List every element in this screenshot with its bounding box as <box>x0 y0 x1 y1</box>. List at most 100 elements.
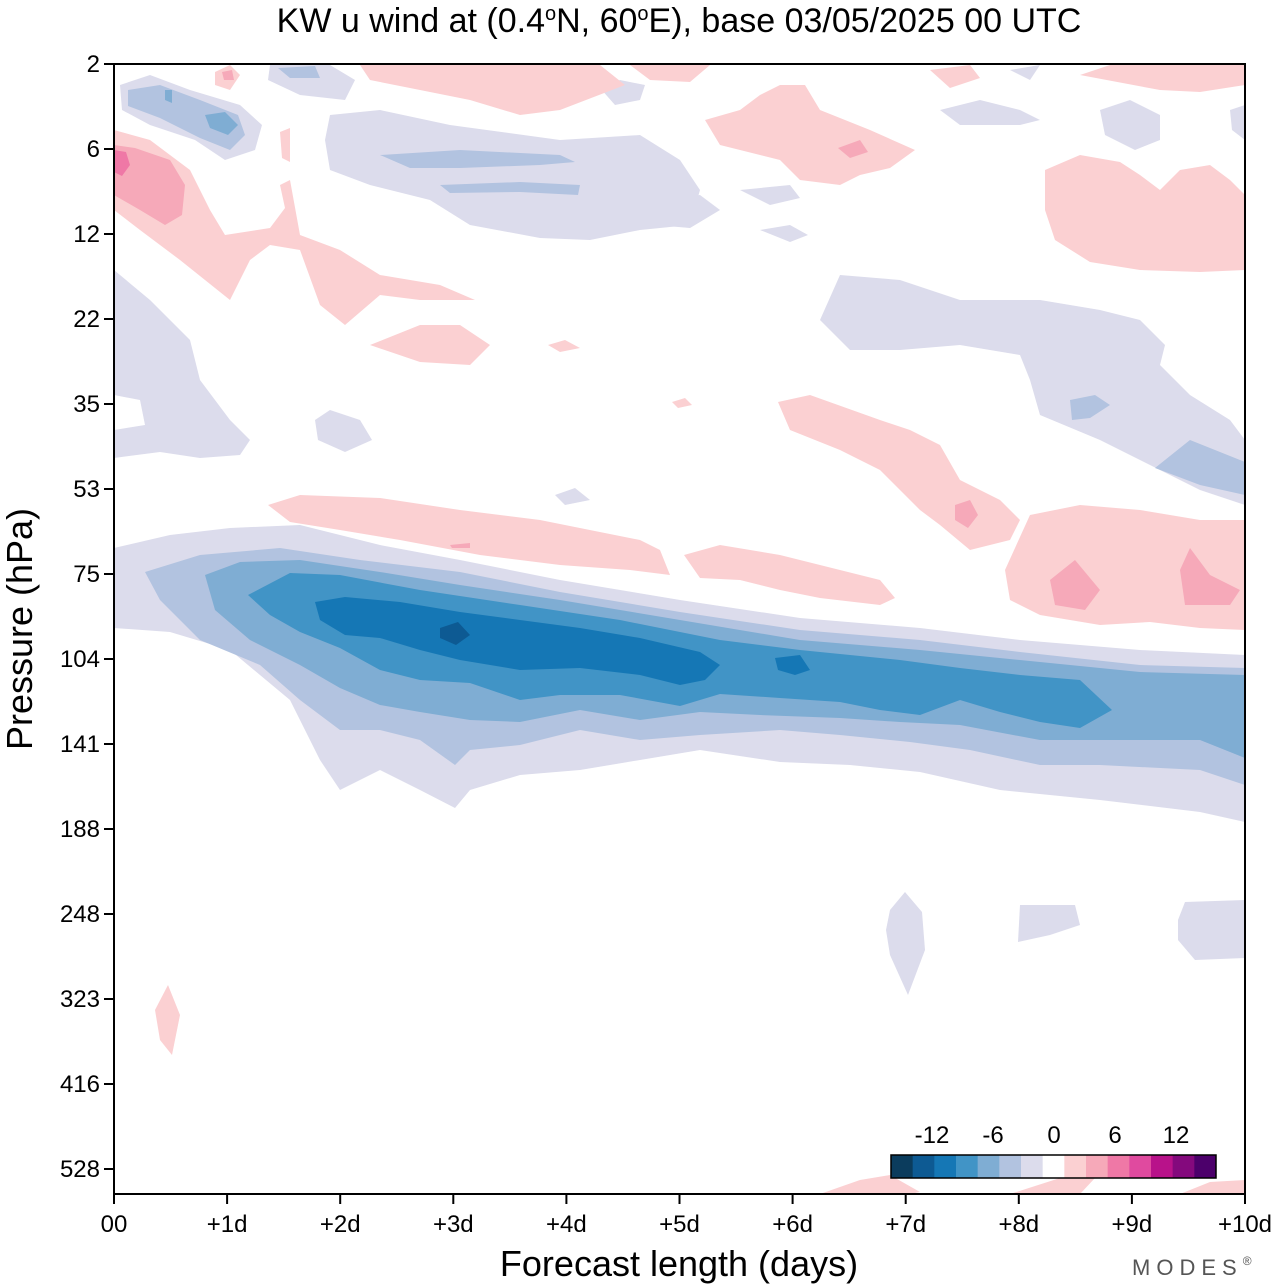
y-axis-title: Pressure (hPa) <box>0 508 40 750</box>
x-tick-label: +4d <box>546 1211 587 1238</box>
westerly-patch-tiny <box>548 340 580 352</box>
contour-level-minus-13-5 <box>440 622 470 645</box>
x-tick-label: +2d <box>320 1211 361 1238</box>
y-tick-label: 188 <box>60 816 100 843</box>
colorbar-swatch <box>1172 1155 1195 1178</box>
y-tick-label: 416 <box>60 1071 100 1098</box>
colorbar-swatch <box>956 1155 979 1178</box>
x-tick-label: +5d <box>659 1211 700 1238</box>
westerly-core-mid <box>955 500 978 528</box>
westerly-band-main <box>268 495 670 575</box>
x-tick-label: +9d <box>1112 1211 1153 1238</box>
easterly-patch-top-right <box>940 100 1040 125</box>
easterly-patch-east <box>820 275 1245 505</box>
westerly-top-mid <box>705 85 915 185</box>
colorbar-label: 6 <box>1108 1122 1121 1149</box>
plot-area <box>113 63 1246 1195</box>
easterly-patch-edge <box>1230 105 1245 140</box>
easterly-patch-small-2 <box>740 185 800 205</box>
easterly-patch-top-right-2 <box>1100 100 1160 150</box>
westerly-top-band-2 <box>630 65 710 82</box>
easterly-patch-west <box>114 270 250 458</box>
y-tick-label: 248 <box>60 901 100 928</box>
colorbar-swatch <box>1151 1155 1174 1178</box>
x-tick-label: +10d <box>1218 1211 1272 1238</box>
easterly-patch-mid <box>655 195 720 228</box>
colorbar-swatch <box>934 1155 957 1178</box>
y-tick-label: 2 <box>87 51 100 78</box>
jet-maximum <box>440 622 470 645</box>
y-tick-label: 53 <box>73 476 100 503</box>
colorbar-label: 0 <box>1047 1122 1060 1149</box>
easterly-top-left-2 <box>128 85 245 150</box>
westerly-maximum <box>114 150 130 176</box>
y-tick-label: 35 <box>73 391 100 418</box>
westerly-core-top-small <box>222 70 234 80</box>
westerly-patch-mid <box>370 325 490 365</box>
colorbar-swatch <box>912 1155 935 1178</box>
colorbar-frame <box>890 1154 1217 1179</box>
westerly-core-line <box>450 543 470 548</box>
colorbar-swatch <box>1042 1155 1065 1178</box>
y-tick-label: 104 <box>60 646 100 673</box>
contour-level-plus-3 <box>114 70 1240 610</box>
westerly-top-right-small <box>930 65 980 88</box>
y-tick-label: 141 <box>60 731 100 758</box>
y-tick-label: 528 <box>60 1156 100 1183</box>
colorbar-swatch <box>1086 1155 1109 1178</box>
colorbar-swatch <box>977 1155 1000 1178</box>
westerly-top-right <box>1080 65 1245 92</box>
x-axis-title: Forecast length (days) <box>500 1243 858 1284</box>
westerly-top-band <box>360 65 625 115</box>
y-tick-label: 12 <box>73 221 100 248</box>
x-tick-label: +1d <box>207 1211 248 1238</box>
colorbar-swatch <box>1194 1155 1217 1178</box>
easterly-upper-2b <box>440 182 580 195</box>
westerly-core-east-2 <box>1180 548 1240 605</box>
colorbar: -12 -6 0 6 12 <box>890 1122 1217 1179</box>
y-tick-label: 323 <box>60 986 100 1013</box>
easterly-patch-low-2 <box>1018 905 1080 942</box>
easterly-patch-35 <box>315 410 372 452</box>
x-tick-label: 00 <box>101 1211 128 1238</box>
westerly-band-mid <box>684 545 895 605</box>
easterly-patch-upper <box>325 110 700 240</box>
easterly-patch-edge-2 <box>1010 65 1040 80</box>
y-tick-label: 6 <box>87 136 100 163</box>
westerly-sliver <box>280 128 290 162</box>
x-tick-label: +8d <box>998 1211 1039 1238</box>
westerly-low-blob <box>155 985 180 1055</box>
westerly-right-upper <box>1045 155 1245 272</box>
easterly-top-left-3 <box>205 112 238 135</box>
colorbar-swatch <box>1107 1155 1130 1178</box>
westerly-bottom-1 <box>820 1175 920 1194</box>
gap-west <box>114 395 145 430</box>
colorbar-label: -12 <box>915 1122 950 1149</box>
easterly-top-left-3b <box>165 90 172 103</box>
easterly-upper-2a <box>380 150 575 168</box>
y-tick-label: 22 <box>73 306 100 333</box>
colorbar-swatch <box>1064 1155 1087 1178</box>
westerly-bottom-3 <box>1180 1180 1245 1194</box>
easterly-east-2 <box>1070 395 1110 420</box>
colorbar-label: 12 <box>1163 1122 1190 1149</box>
jet-core-2 <box>775 655 810 675</box>
easterly-patch-small-3 <box>760 225 808 242</box>
westerly-band-east <box>1005 505 1245 630</box>
westerly-core-upper-left <box>114 145 185 225</box>
y-tick-label: 75 <box>73 561 100 588</box>
brand-logo: MODES® <box>1132 1254 1258 1280</box>
westerly-core-top <box>838 140 868 158</box>
chart-title: KW u wind at (0.4oN, 60oE), base 03/05/2… <box>277 2 1082 40</box>
x-axis: 00 +1d +2d +3d +4d +5d +6d +7d +8d +9d +10d <box>101 1194 1272 1238</box>
colorbar-swatch <box>999 1155 1022 1178</box>
contour-level-plus-4-5 <box>114 150 130 176</box>
easterly-top-2 <box>278 66 320 78</box>
westerly-upper-left <box>114 130 475 325</box>
colorbar-label: -6 <box>982 1122 1003 1149</box>
colorbar-swatch <box>1129 1155 1152 1178</box>
y-axis: 2 6 12 22 35 53 75 104 141 188 248 323 416 528 <box>60 51 114 1183</box>
x-tick-label: +6d <box>772 1211 813 1238</box>
contour-level-minus-12 <box>315 597 810 685</box>
